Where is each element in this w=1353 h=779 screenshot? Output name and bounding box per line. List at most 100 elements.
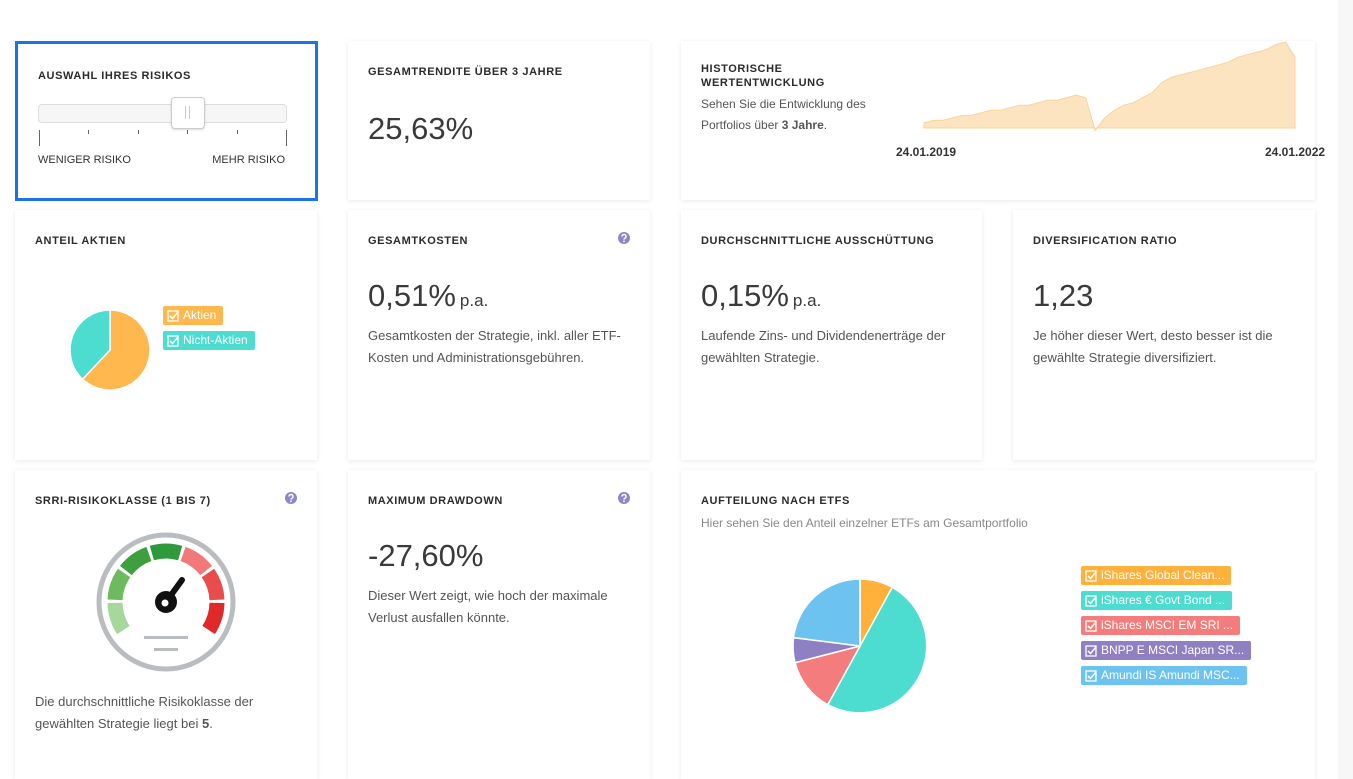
checkbox[interactable] xyxy=(1085,594,1097,607)
legend-item[interactable]: Amundi IS Amundi MSC... xyxy=(1081,666,1247,685)
gauge-hub-dot xyxy=(161,599,169,607)
gauge-segment xyxy=(180,546,213,576)
kpi-value: -27,60% xyxy=(368,538,484,573)
legend-item[interactable]: iShares MSCI EM SRI ... xyxy=(1081,616,1241,635)
card-description: Die durchschnittliche Risikoklasse der g… xyxy=(35,691,297,735)
card-title: SRRI-RISIKOKLASSE (1 BIS 7) xyxy=(35,495,211,507)
slider-tick xyxy=(137,130,139,134)
card-title: HISTORISCHE WERTENTWICKLUNG xyxy=(701,63,825,89)
pie-slice xyxy=(792,578,861,647)
card-description: Dieser Wert zeigt, wie hoch der maximale… xyxy=(368,588,608,625)
history-chart xyxy=(923,41,1296,132)
text: . xyxy=(209,716,213,731)
card-title: ANTEIL AKTIEN xyxy=(35,235,126,247)
slider-track[interactable] xyxy=(38,104,287,123)
text-bold: 3 Jahre xyxy=(781,118,824,132)
checkbox[interactable] xyxy=(167,309,179,322)
text: . xyxy=(823,118,828,132)
unit: p.a. xyxy=(459,291,489,310)
text: Sehen Sie die Entwicklung des Portfolios… xyxy=(701,97,866,132)
legend-item[interactable]: iShares Global Clean... xyxy=(1081,566,1232,585)
slider-tick xyxy=(286,130,287,146)
area xyxy=(923,41,1296,132)
scrollbar xyxy=(1338,0,1353,779)
legend-row: Aktien xyxy=(163,306,255,331)
legend-label: iShares € Govt Bond ... xyxy=(1101,593,1226,607)
checkbox[interactable] xyxy=(1085,644,1097,657)
legend-label: iShares Global Clean... xyxy=(1101,568,1225,582)
risk-gauge xyxy=(96,532,236,672)
diversification-card: DIVERSIFICATION RATIO 1,23 Je höher dies… xyxy=(1013,210,1315,460)
kpi-value: 1,23 xyxy=(1033,278,1094,313)
slider-min-label: WENIGER RISIKO xyxy=(38,154,131,166)
gauge-segment xyxy=(107,602,130,635)
return-card: GESAMTRENDITE ÜBER 3 JAHRE 25,63% xyxy=(348,41,650,200)
legend-item[interactable]: iShares € Govt Bond ... xyxy=(1081,591,1233,610)
gauge-bar xyxy=(154,648,178,651)
slider-tick xyxy=(236,130,238,134)
legend-label: Amundi IS Amundi MSC... xyxy=(1101,668,1240,682)
card-description: Sehen Sie die Entwicklung des Portfolios… xyxy=(701,94,881,136)
pie-slice xyxy=(69,309,111,381)
legend-label: iShares MSCI EM SRI ... xyxy=(1101,618,1234,632)
text-bold: 5 xyxy=(201,716,210,731)
card-description: Laufende Zins- und Dividendenerträge der… xyxy=(701,328,946,365)
legend-row: iShares Global Clean... xyxy=(1081,566,1251,591)
legend-item[interactable]: Aktien xyxy=(163,306,224,325)
gauge-segment xyxy=(149,543,183,561)
risk-card[interactable]: AUSWAHL IHRES RISIKOS WENIGER RISIKO MEH… xyxy=(15,41,318,201)
checkbox[interactable] xyxy=(167,334,179,347)
slider-max-label: MEHR RISIKO xyxy=(212,154,285,166)
card-subtitle: Hier sehen Sie den Anteil einzelner ETFs… xyxy=(701,516,1028,530)
card-title: DURCHSCHNITTLICHE AUSSCHÜTTUNG xyxy=(701,235,935,247)
checkbox[interactable] xyxy=(1085,619,1097,632)
legend: Aktien Nicht-Aktien xyxy=(163,306,255,356)
gauge-segment xyxy=(201,568,225,601)
slider-thumb[interactable] xyxy=(171,97,206,129)
pie-slice xyxy=(81,309,151,391)
pie-chart xyxy=(69,309,151,391)
card-description: Gesamtkosten der Strategie, inkl. aller … xyxy=(368,328,621,365)
legend-row: Nicht-Aktien xyxy=(163,331,255,356)
slider-tick xyxy=(187,130,189,134)
history-card: HISTORISCHE WERTENTWICKLUNG Sehen Sie di… xyxy=(681,41,1325,200)
distribution-card: DURCHSCHNITTLICHE AUSSCHÜTTUNG 0,15% p.a.… xyxy=(681,210,982,460)
value: 0,15% xyxy=(701,278,789,313)
legend-row: Amundi IS Amundi MSC... xyxy=(1081,666,1251,691)
card-title: MAXIMUM DRAWDOWN xyxy=(368,495,503,507)
card-title: AUFTEILUNG NACH ETFS xyxy=(701,495,850,507)
card-title: GESAMTKOSTEN xyxy=(368,235,469,247)
pie-slice xyxy=(794,644,862,706)
kpi-value: 0,15% p.a. xyxy=(701,278,821,314)
legend-row: iShares MSCI EM SRI ... xyxy=(1081,616,1251,641)
gauge-segment xyxy=(119,546,152,576)
pie-slice xyxy=(826,586,928,714)
checkbox[interactable] xyxy=(1085,569,1097,582)
legend-label: BNPP E MSCI Japan SR... xyxy=(1101,643,1245,657)
legend-item[interactable]: BNPP E MSCI Japan SR... xyxy=(1081,641,1252,660)
end-date: 24.01.2022 xyxy=(1265,145,1326,159)
legend-row: iShares € Govt Bond ... xyxy=(1081,591,1251,616)
card-description: Je höher dieser Wert, desto besser ist d… xyxy=(1033,328,1273,365)
gauge-bar xyxy=(144,636,188,639)
slider-tick xyxy=(88,130,90,134)
legend-label: Nicht-Aktien xyxy=(183,333,248,347)
legend-item[interactable]: Nicht-Aktien xyxy=(163,331,255,350)
help-icon[interactable] xyxy=(285,492,297,504)
kpi-value: 25,63% xyxy=(368,111,474,146)
checkbox[interactable] xyxy=(1085,669,1097,682)
drawdown-card: MAXIMUM DRAWDOWN -27,60% Dieser Wert zei… xyxy=(348,470,650,779)
kpi-value: 0,51% p.a. xyxy=(368,278,488,314)
costs-card: GESAMTKOSTEN 0,51% p.a. Gesamtkosten der … xyxy=(348,210,650,460)
legend-label: Aktien xyxy=(183,308,217,322)
card-title: DIVERSIFICATION RATIO xyxy=(1033,235,1178,247)
etf-card: AUFTEILUNG NACH ETFS Hier sehen Sie den … xyxy=(681,470,1315,779)
gauge-segment xyxy=(202,602,225,635)
card-title: GESAMTRENDITE ÜBER 3 JAHRE xyxy=(368,66,563,78)
value: 0,51% xyxy=(368,278,456,313)
help-icon[interactable] xyxy=(618,232,630,244)
help-icon[interactable] xyxy=(618,492,630,504)
gauge-ring xyxy=(96,532,236,672)
